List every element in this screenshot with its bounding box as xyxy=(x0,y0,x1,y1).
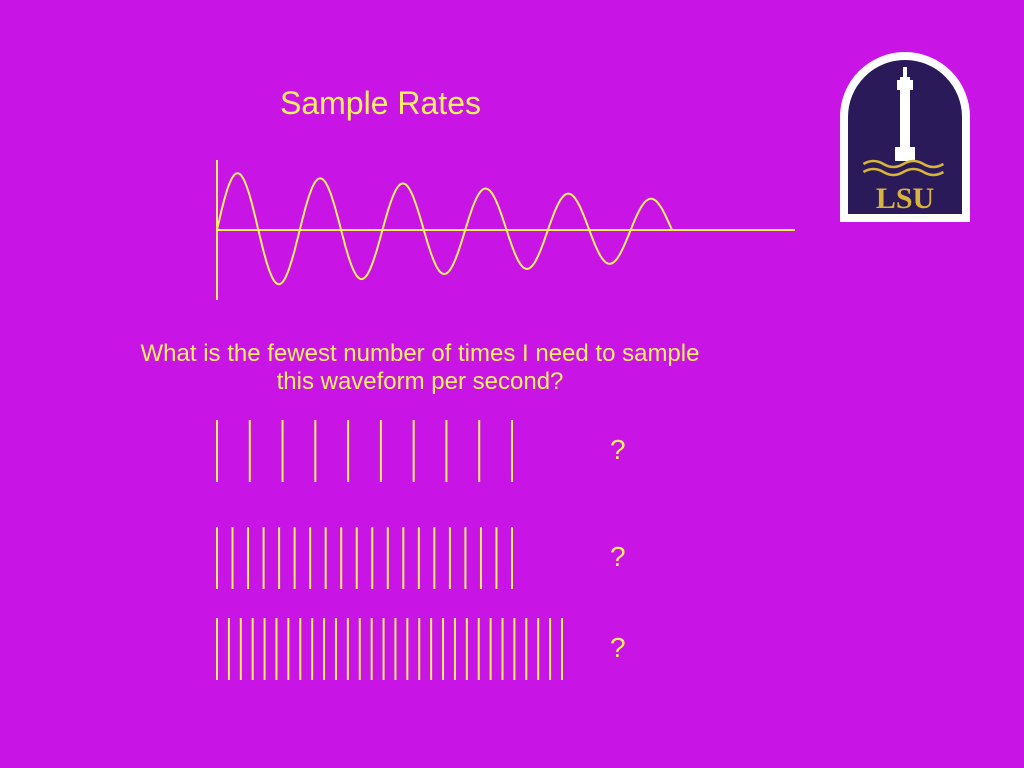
waveform-svg xyxy=(215,155,795,305)
question-mark: ? xyxy=(610,541,626,573)
question-mark: ? xyxy=(610,434,626,466)
svg-text:LSU: LSU xyxy=(876,182,934,215)
lsu-logo: LSU xyxy=(840,52,970,222)
question-line1: What is the fewest number of times I nee… xyxy=(141,340,700,367)
sample-ticks-row xyxy=(215,618,564,680)
question-text: What is the fewest number of times I nee… xyxy=(110,340,730,396)
waveform-diagram xyxy=(215,155,795,305)
sample-ticks-row xyxy=(215,420,514,482)
question-line2: this waveform per second? xyxy=(277,368,564,395)
sample-ticks-row xyxy=(215,527,514,589)
slide: Sample Rates LSU What is the fewest numb… xyxy=(0,0,1024,768)
question-mark: ? xyxy=(610,632,626,664)
slide-title: Sample Rates xyxy=(280,85,481,122)
lsu-logo-svg: LSU xyxy=(840,52,970,222)
